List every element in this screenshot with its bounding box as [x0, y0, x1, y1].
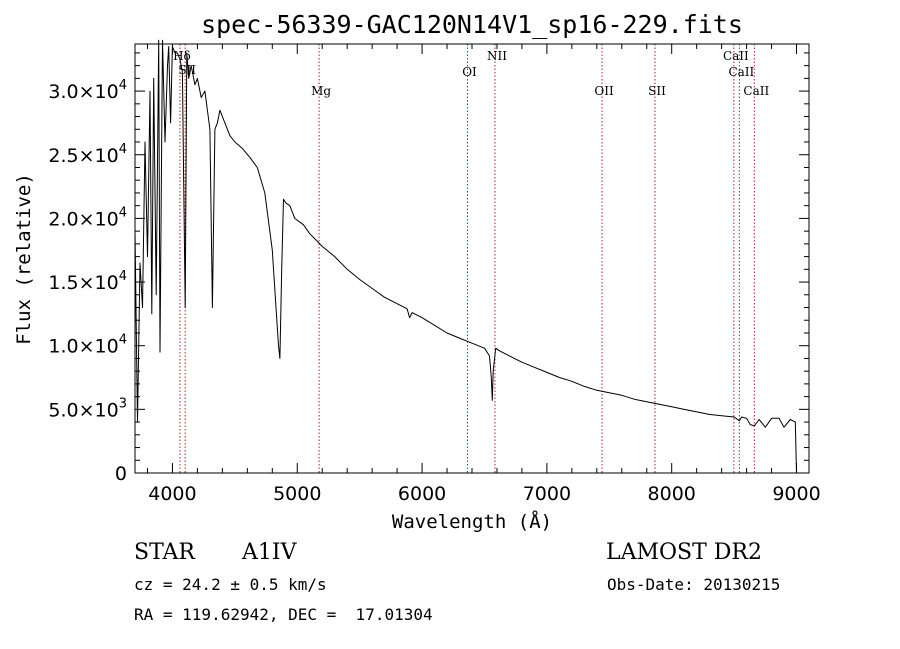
line-label: OI: [462, 65, 477, 79]
line-label: Mg: [311, 84, 331, 98]
object-subclass: A1IV: [242, 540, 297, 565]
object-class: STAR: [134, 540, 195, 565]
observation-date: Obs-Date: 20130215: [607, 575, 781, 594]
plot-frame: [134, 43, 810, 474]
y-tick-label: 0: [115, 463, 127, 485]
emission-line-markers: [179, 44, 755, 473]
y-tick-label: 1.5×104: [48, 269, 127, 294]
line-label: NII: [487, 49, 507, 63]
line-label: CaII: [723, 49, 749, 63]
y-tick-label: 2.0×104: [48, 205, 127, 230]
x-axis: 4000 5000 6000 7000 8000 9000: [146, 44, 821, 505]
y-axis: 0 5.0×103 1.0×104 1.5×104 2.0×104 2.5×104 3.0×…: [48, 52, 809, 485]
y-tick-label: 5.0×103: [48, 396, 127, 421]
x-tick-label: 5000: [273, 483, 321, 505]
chart-title: spec-56339-GAC120N14V1_sp16-229.fits: [201, 10, 743, 39]
survey-name: LAMOST DR2: [606, 540, 762, 565]
ra-dec-coordinates: RA = 119.62942, DEC = 17.01304: [134, 605, 433, 624]
line-label: SII: [648, 84, 666, 98]
x-axis-label: Wavelength (Å): [392, 510, 552, 533]
line-label: CaII: [743, 84, 769, 98]
line-label: CaII: [728, 65, 754, 79]
line-label: Hδ: [173, 49, 191, 63]
x-tick-label: 6000: [398, 483, 446, 505]
y-tick-label: 1.0×104: [48, 333, 127, 358]
line-label: OII: [594, 84, 614, 98]
x-tick-label: 4000: [148, 483, 196, 505]
y-tick-label: 2.5×104: [48, 142, 127, 167]
y-tick-label: 3.0×104: [48, 78, 127, 103]
y-axis-label: Flux (relative): [13, 173, 35, 345]
spectrum-line: [134, 39, 797, 474]
redshift-cz: cz = 24.2 ± 0.5 km/s: [134, 575, 327, 594]
x-tick-label: 9000: [772, 483, 820, 505]
x-tick-label: 7000: [523, 483, 571, 505]
x-tick-label: 8000: [648, 483, 696, 505]
